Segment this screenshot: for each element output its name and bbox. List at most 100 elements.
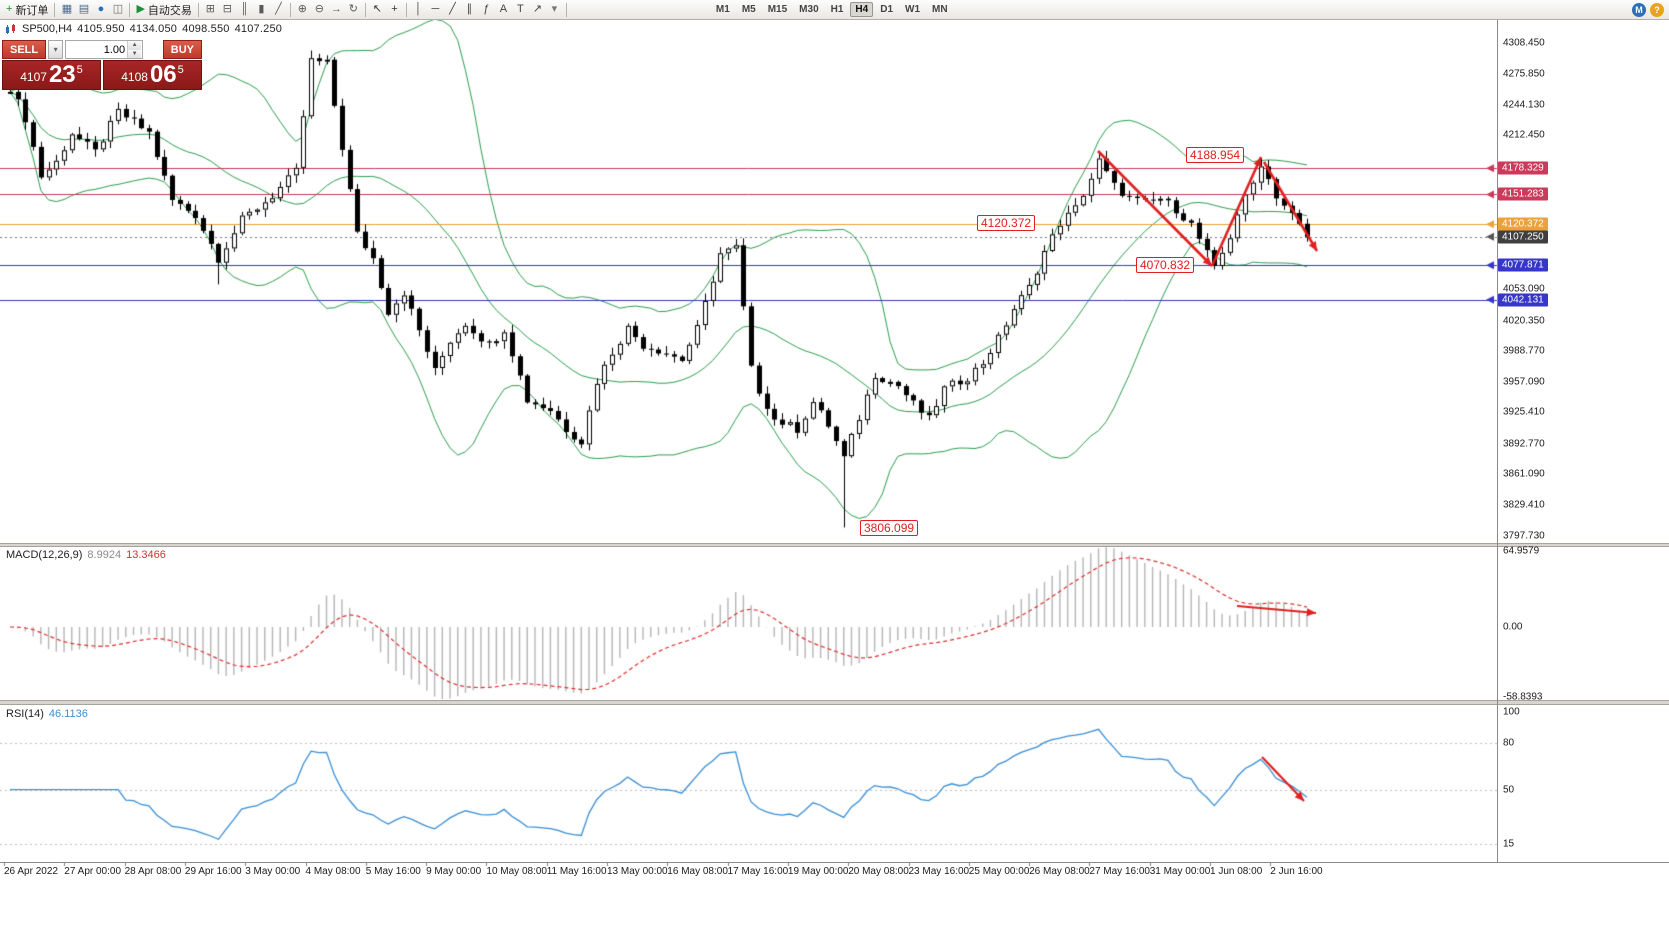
trade-panel-controls: SELL ▾ ▲ ▼ BUY: [2, 40, 202, 59]
rsi-indicator-label: RSI(14) 46.1136: [6, 708, 88, 720]
horizontal-line-icon[interactable]: ─: [427, 1, 444, 18]
auto-scroll-icon: ↻: [348, 3, 359, 15]
new-order-button[interactable]: + 新订单: [3, 1, 51, 18]
autotrading-button-icon: ▶: [136, 3, 145, 15]
volume-up-button[interactable]: ▲: [128, 41, 142, 50]
panel-separator-rsi[interactable]: [0, 700, 1669, 705]
chart-window-icon: [5, 23, 17, 35]
timeframe-d1-button[interactable]: D1: [880, 4, 894, 15]
toolbar-separator: [364, 2, 366, 17]
trendline-icon[interactable]: ╱: [444, 1, 461, 18]
order-type-dropdown[interactable]: ▾: [48, 40, 64, 59]
timeframe-w1-button[interactable]: W1: [905, 4, 921, 15]
cursor-icon: ↖: [372, 3, 383, 15]
toolbar-separator: [129, 2, 131, 17]
buy-price-display[interactable]: 4108 06 5: [103, 60, 202, 90]
ohlc-open: 4105.950: [77, 23, 125, 35]
profiles-icon[interactable]: ▤: [75, 1, 92, 18]
arrows-tool-icon: ↗: [532, 3, 543, 15]
text-label-icon: T: [517, 3, 524, 15]
new-chart-icon[interactable]: ▦: [58, 1, 75, 18]
ohlc-high: 4134.050: [129, 23, 178, 35]
cascade-windows-icon[interactable]: ⊟: [219, 1, 236, 18]
buy-price-main: 4108: [121, 70, 148, 84]
text-label-icon[interactable]: T: [512, 1, 529, 18]
zoom-out-icon[interactable]: ⊖: [311, 1, 328, 18]
volume-stepper: ▲ ▼: [127, 41, 142, 58]
zoom-in-icon[interactable]: ⊕: [294, 1, 311, 18]
timeframe-m5-button[interactable]: M5: [741, 4, 756, 15]
shapes-dropdown-icon[interactable]: ▾: [546, 1, 563, 18]
line-chart-icon[interactable]: ╱: [270, 1, 287, 18]
buy-price-sup: 5: [177, 64, 184, 76]
horizontal-line-icon: ─: [431, 3, 440, 15]
macd-indicator-label: MACD(12,26,9) 8.9924 13.3466: [6, 549, 166, 561]
text-icon[interactable]: A: [495, 1, 512, 18]
equidistant-channel-icon[interactable]: ∥: [461, 1, 478, 18]
tile-windows-icon: ⊞: [205, 3, 216, 15]
mql5-community-icon[interactable]: M: [1632, 2, 1646, 17]
market-watch-icon[interactable]: ●: [92, 1, 109, 18]
fibonacci-icon[interactable]: ƒ: [478, 1, 495, 18]
new-order-button-label: 新订单: [15, 4, 49, 17]
new-order-button-icon: +: [6, 3, 13, 15]
fibonacci-icon: ƒ: [483, 3, 490, 15]
cursor-icon[interactable]: ↖: [369, 1, 386, 18]
data-window-icon[interactable]: ◫: [109, 1, 126, 18]
volume-input[interactable]: [66, 41, 128, 58]
volume-field: ▲ ▼: [65, 40, 144, 59]
equidistant-channel-icon: ∥: [466, 3, 473, 15]
crosshair-icon: +: [391, 3, 398, 15]
text-icon: A: [499, 3, 508, 15]
volume-down-button[interactable]: ▼: [128, 49, 142, 58]
panel-separator-macd[interactable]: [0, 543, 1669, 547]
buy-button[interactable]: BUY: [162, 40, 202, 59]
timeframe-m1-button[interactable]: M1: [715, 4, 730, 15]
trendline-icon: ╱: [449, 3, 456, 15]
sell-price-main: 4107: [20, 70, 47, 84]
bar-chart-icon: ║: [240, 3, 249, 15]
toolbar-right: M?: [1632, 2, 1666, 17]
candlestick-chart-icon[interactable]: ▮: [253, 1, 270, 18]
chart-shift-icon[interactable]: →: [328, 1, 345, 18]
bar-chart-icon[interactable]: ║: [236, 1, 253, 18]
autotrading-button[interactable]: ▶ 自动交易: [133, 1, 194, 18]
timeframe-h1-button[interactable]: H1: [830, 4, 844, 15]
chevron-down-icon: ▾: [53, 45, 58, 54]
sell-button[interactable]: SELL: [2, 40, 47, 59]
time-axis-border: [0, 862, 1669, 863]
toolbar-separator: [54, 2, 56, 17]
market-watch-icon: ●: [97, 3, 105, 15]
timeframe-m30-button[interactable]: M30: [799, 4, 819, 15]
shapes-dropdown-icon: ▾: [551, 3, 558, 15]
sell-price-big: 23: [48, 61, 76, 88]
timeframe-m15-button[interactable]: M15: [767, 4, 788, 15]
vertical-line-icon[interactable]: │: [410, 1, 427, 18]
vertical-line-icon: │: [414, 3, 422, 15]
symbol-ohlc-label: SP500,H4 4105.950 4134.050 4098.550 4107…: [5, 23, 282, 35]
price-axis[interactable]: [1498, 20, 1669, 862]
buy-price-big: 06: [149, 61, 177, 88]
ohlc-close: 4107.250: [234, 23, 283, 35]
timeframe-h4-button[interactable]: H4: [850, 2, 874, 17]
zoom-out-icon: ⊖: [314, 3, 325, 15]
sell-price-display[interactable]: 4107 23 5: [2, 60, 101, 90]
time-axis[interactable]: [0, 863, 1497, 885]
tile-windows-icon[interactable]: ⊞: [202, 1, 219, 18]
toolbar-separator: [565, 2, 567, 17]
candlestick-chart-icon: ▮: [258, 3, 265, 15]
arrows-tool-icon[interactable]: ↗: [529, 1, 546, 18]
auto-scroll-icon[interactable]: ↻: [345, 1, 362, 18]
ohlc-low: 4098.550: [182, 23, 230, 35]
help-icon[interactable]: ?: [1650, 2, 1664, 17]
toolbar-separator: [405, 2, 407, 17]
crosshair-icon[interactable]: +: [386, 1, 403, 18]
cascade-windows-icon: ⊟: [222, 3, 233, 15]
new-chart-icon: ▦: [61, 3, 73, 15]
timeframe-mn-button[interactable]: MN: [932, 4, 948, 15]
toolbar-separator: [289, 2, 291, 17]
timeframe-toolbar: M1 M5 M15 M30 H1 H4 D1 W1 MN: [710, 2, 954, 17]
